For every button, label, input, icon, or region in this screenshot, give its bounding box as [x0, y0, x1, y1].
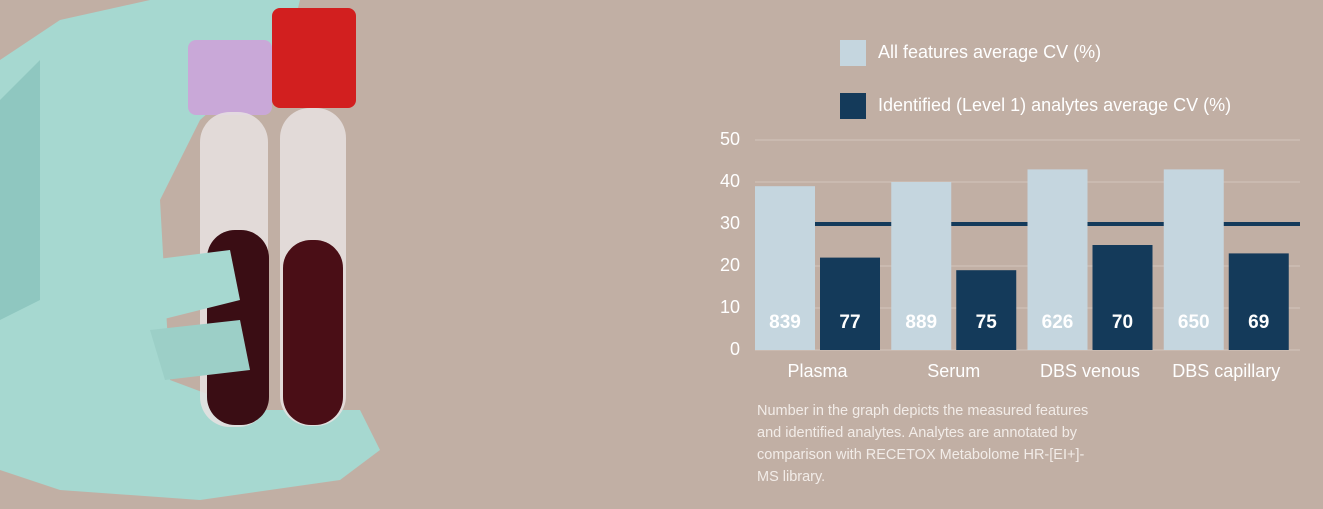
y-tick-label: 40 [720, 171, 740, 191]
x-tick-label: Plasma [787, 361, 848, 381]
photo [0, 0, 380, 500]
y-tick-label: 0 [730, 339, 740, 359]
bar [891, 182, 952, 350]
bar-annotation: 70 [1112, 312, 1133, 333]
bar [1027, 169, 1088, 350]
bar [755, 186, 815, 350]
bar [1163, 169, 1224, 350]
bar-annotation: 75 [976, 312, 998, 333]
legend-label: Identified (Level 1) analytes average CV… [878, 95, 1231, 115]
bar [956, 270, 1017, 350]
y-tick-label: 20 [720, 255, 740, 275]
note-line: comparison with RECETOX Metabolome HR-[E… [757, 447, 1084, 463]
legend-swatch [840, 93, 866, 119]
note-line: and identified analytes. Analytes are an… [757, 425, 1078, 441]
legend-swatch [840, 40, 866, 66]
x-tick-label: Serum [927, 361, 980, 381]
bar-annotation: 69 [1248, 312, 1269, 333]
x-tick-label: DBS capillary [1172, 361, 1280, 381]
bar-annotation: 839 [769, 312, 801, 333]
bar-annotation: 77 [839, 312, 860, 333]
bar-annotation: 650 [1178, 312, 1210, 333]
bar [1092, 245, 1153, 350]
bar [1228, 253, 1289, 350]
bar-annotation: 889 [905, 312, 937, 333]
bar [820, 257, 880, 350]
note-line: MS library. [757, 469, 825, 485]
y-tick-label: 10 [720, 297, 740, 317]
bar-annotation: 626 [1042, 312, 1074, 333]
x-tick-label: DBS venous [1040, 361, 1140, 381]
y-tick-label: 30 [720, 213, 740, 233]
note-line: Number in the graph depicts the measured… [757, 403, 1088, 419]
legend-label: All features average CV (%) [878, 42, 1101, 62]
y-tick-label: 50 [720, 129, 740, 149]
